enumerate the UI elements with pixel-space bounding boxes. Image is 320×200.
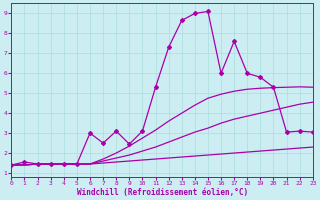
X-axis label: Windchill (Refroidissement éolien,°C): Windchill (Refroidissement éolien,°C) — [76, 188, 248, 197]
